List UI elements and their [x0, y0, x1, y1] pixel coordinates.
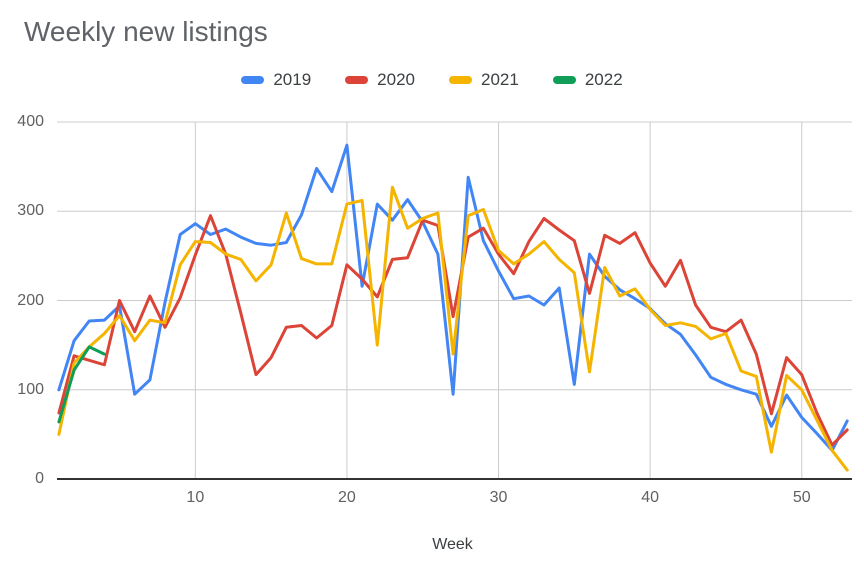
- legend-swatch-2022: [552, 76, 576, 84]
- x-tick-label: 20: [338, 489, 356, 506]
- x-tick-label: 30: [489, 489, 508, 506]
- x-tick-label: 50: [792, 489, 811, 506]
- legend-label-2021: 2021: [481, 70, 519, 89]
- series-line-2020[interactable]: [57, 214, 849, 447]
- legend-swatch-2020: [345, 76, 369, 84]
- legend-label-2019: 2019: [273, 70, 312, 89]
- legend-item-2019[interactable]: 2019: [241, 70, 311, 90]
- x-tick-label: 40: [641, 489, 660, 506]
- y-tick-label: 200: [17, 291, 44, 309]
- y-tick-label: 100: [17, 380, 44, 398]
- legend: 2019 2020 2021 2022: [0, 70, 864, 90]
- legend-item-2020[interactable]: 2020: [345, 70, 415, 90]
- legend-label-2020: 2020: [377, 70, 415, 89]
- y-tick-label: 400: [17, 113, 44, 130]
- x-tick-label: 10: [186, 489, 205, 506]
- chart-title: Weekly new listings: [24, 16, 268, 47]
- y-tick-label: 300: [17, 202, 44, 220]
- legend-item-2022[interactable]: 2022: [552, 70, 623, 90]
- legend-swatch-2019: [241, 76, 265, 84]
- series-line-2022[interactable]: [57, 345, 106, 424]
- series-line-2021[interactable]: [57, 185, 849, 472]
- legend-swatch-2021: [449, 76, 472, 84]
- x-axis-title: Week: [432, 536, 473, 553]
- legend-item-2021[interactable]: 2021: [449, 70, 519, 90]
- y-tick-label: 0: [35, 470, 44, 487]
- legend-label-2022: 2022: [584, 70, 623, 89]
- series-line-2019[interactable]: [57, 143, 849, 452]
